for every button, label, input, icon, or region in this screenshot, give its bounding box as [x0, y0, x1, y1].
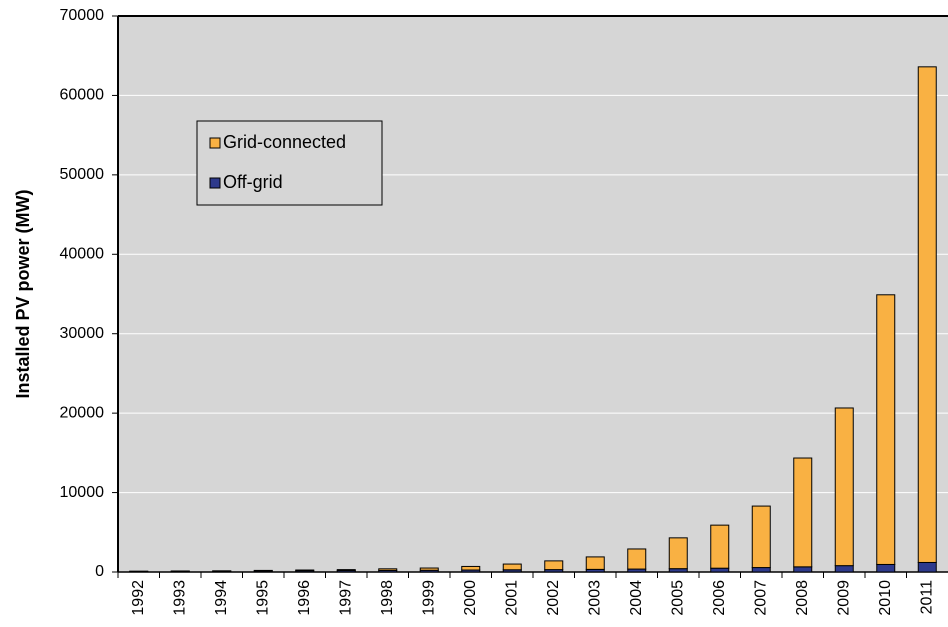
plot-area — [118, 16, 948, 572]
y-tick-label: 20000 — [60, 404, 105, 421]
bar-segment — [751, 567, 771, 573]
y-tick-label: 40000 — [60, 246, 105, 263]
y-tick-label: 30000 — [60, 325, 105, 342]
x-tick-label: 2000 — [462, 580, 479, 616]
x-tick-label: 2007 — [752, 580, 769, 616]
x-tick-label: 2005 — [669, 580, 686, 616]
y-tick-label: 70000 — [60, 7, 105, 24]
bar-segment — [419, 567, 439, 571]
bar-segment — [917, 66, 937, 563]
bar-segment — [793, 457, 813, 568]
bar-segment — [668, 568, 688, 573]
x-tick-label: 1992 — [130, 580, 147, 616]
y-tick-label: 10000 — [60, 484, 105, 501]
bar-segment — [710, 567, 730, 573]
bar-segment — [710, 524, 730, 569]
legend-label: Off-grid — [223, 172, 283, 192]
bar-segment — [378, 568, 398, 571]
x-tick-label: 2006 — [711, 580, 728, 616]
x-tick-label: 2008 — [794, 580, 811, 616]
bar-segment — [876, 563, 896, 573]
x-tick-label: 2010 — [877, 580, 894, 616]
bar-segment — [336, 569, 356, 572]
bar-segment — [834, 565, 854, 573]
bar-segment — [502, 563, 522, 571]
bar-segment — [544, 560, 564, 571]
y-tick-label: 50000 — [60, 166, 105, 183]
bar-segment — [834, 407, 854, 567]
x-tick-label: 2004 — [628, 580, 645, 616]
legend-swatch — [209, 177, 221, 189]
bar-segment — [917, 561, 937, 573]
x-tick-label: 1995 — [254, 580, 271, 616]
bar-segment — [876, 294, 896, 565]
bar-segment — [751, 505, 771, 569]
bar-segment — [668, 537, 688, 570]
x-tick-label: 1999 — [420, 580, 437, 616]
x-tick-label: 1993 — [171, 580, 188, 616]
bar-segment — [461, 565, 481, 571]
bar-segment — [585, 556, 605, 570]
bar-segment — [295, 569, 315, 572]
legend-box — [196, 120, 383, 206]
x-tick-label: 2011 — [918, 580, 935, 615]
x-tick-label: 2001 — [503, 580, 520, 616]
y-tick-label: 0 — [95, 563, 104, 580]
bar-segment — [793, 566, 813, 573]
x-tick-label: 2003 — [586, 580, 603, 616]
legend-swatch — [209, 137, 221, 149]
x-tick-label: 2002 — [545, 580, 562, 616]
x-tick-label: 1998 — [379, 580, 396, 616]
x-tick-label: 1996 — [296, 580, 313, 616]
x-tick-label: 2009 — [835, 580, 852, 616]
x-tick-label: 1994 — [213, 580, 230, 616]
y-tick-label: 60000 — [60, 87, 105, 104]
legend-label: Grid-connected — [223, 132, 346, 152]
bar-segment — [627, 548, 647, 570]
y-axis-label: Installed PV power (MW) — [13, 189, 33, 398]
x-tick-label: 1997 — [337, 580, 354, 616]
